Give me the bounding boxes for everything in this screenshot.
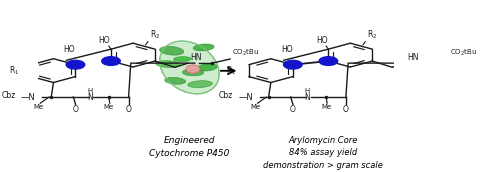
Text: Me: Me [321, 104, 331, 110]
Text: R$_2$: R$_2$ [368, 28, 378, 41]
Text: Me: Me [33, 104, 43, 110]
Text: —N: —N [239, 93, 253, 101]
Text: Me: Me [250, 104, 261, 110]
Circle shape [102, 57, 120, 65]
Text: HO: HO [64, 45, 75, 54]
Text: CO$_2$tBu: CO$_2$tBu [450, 48, 477, 58]
Text: R$_1$: R$_1$ [226, 64, 237, 77]
Text: Engineered: Engineered [164, 136, 215, 145]
Text: O: O [72, 105, 79, 114]
Text: R$_2$: R$_2$ [150, 28, 160, 41]
Text: Cbz: Cbz [1, 92, 16, 100]
Text: H: H [87, 88, 93, 94]
Text: Arylomycin Core: Arylomycin Core [288, 136, 358, 145]
Text: HO: HO [281, 45, 293, 54]
Text: HO: HO [316, 36, 327, 45]
Ellipse shape [159, 46, 184, 55]
Text: O: O [343, 105, 349, 114]
Text: O: O [290, 105, 296, 114]
Ellipse shape [173, 57, 191, 62]
Text: Cbz: Cbz [219, 92, 233, 100]
Circle shape [284, 60, 302, 69]
Circle shape [319, 57, 337, 65]
Ellipse shape [165, 77, 186, 84]
Ellipse shape [188, 81, 213, 88]
Text: O: O [126, 105, 132, 114]
Text: CO$_2$tBu: CO$_2$tBu [232, 48, 260, 58]
Ellipse shape [156, 61, 180, 68]
Text: —N: —N [21, 93, 36, 101]
Text: 84% assay yield: 84% assay yield [289, 148, 357, 157]
Text: R$_1$: R$_1$ [9, 64, 19, 77]
Ellipse shape [193, 44, 214, 51]
Ellipse shape [186, 65, 200, 73]
Ellipse shape [182, 69, 204, 76]
Text: N: N [87, 93, 93, 101]
Circle shape [66, 60, 85, 69]
Text: demonstration > gram scale: demonstration > gram scale [263, 161, 383, 170]
Text: HN: HN [191, 53, 202, 62]
Ellipse shape [197, 64, 217, 71]
Text: HN: HN [408, 53, 419, 62]
Ellipse shape [160, 41, 219, 94]
Text: Me: Me [104, 104, 114, 110]
Text: Cytochrome P450: Cytochrome P450 [149, 149, 229, 158]
Text: N: N [304, 93, 310, 101]
Text: H: H [305, 88, 310, 94]
Text: HO: HO [98, 36, 110, 45]
